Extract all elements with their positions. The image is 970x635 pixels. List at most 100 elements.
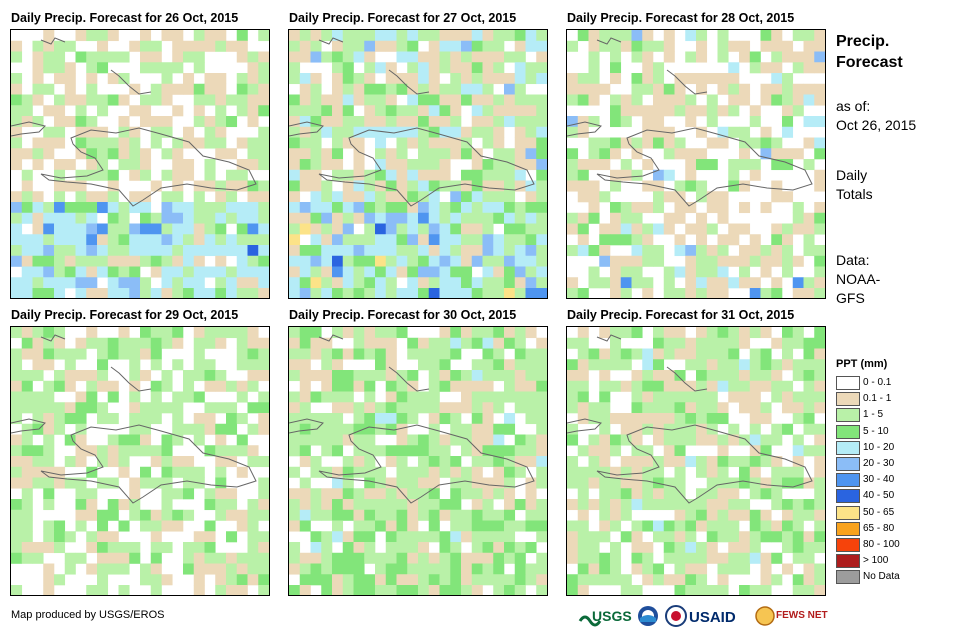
precip-cell <box>32 245 44 257</box>
precip-cell <box>696 348 708 360</box>
precip-cell <box>21 255 33 267</box>
precip-cell <box>226 277 238 289</box>
precip-cell <box>43 413 55 425</box>
precip-cell <box>289 212 301 224</box>
precip-cell <box>514 126 526 138</box>
precip-cell <box>289 116 301 128</box>
precip-cell <box>749 51 761 63</box>
precip-cell <box>236 255 248 267</box>
precip-cell <box>674 509 686 521</box>
precip-cell <box>663 266 675 278</box>
precip-cell <box>97 380 109 392</box>
precip-cell <box>728 255 740 267</box>
precip-cell <box>760 327 772 339</box>
precip-cell <box>536 180 547 192</box>
legend-swatch <box>836 554 860 569</box>
precip-cell <box>140 40 152 52</box>
precip-cell <box>107 434 119 446</box>
precip-cell <box>107 234 119 246</box>
precip-cell <box>150 509 162 521</box>
precip-cell <box>525 223 537 235</box>
precip-cell <box>653 126 665 138</box>
precip-cell <box>321 255 333 267</box>
precip-cell <box>204 552 216 564</box>
precip-cell <box>739 245 751 257</box>
precip-cell <box>696 402 708 414</box>
precip-cell <box>97 574 109 586</box>
precip-cell <box>696 159 708 171</box>
precip-cell <box>599 445 611 457</box>
precip-cell <box>525 266 537 278</box>
precip-cell <box>54 542 66 554</box>
legend-swatch <box>836 570 860 585</box>
precip-cell <box>161 380 173 392</box>
legend-label: 0.1 - 1 <box>863 393 892 405</box>
precip-cell <box>696 73 708 85</box>
precip-cell <box>428 466 440 478</box>
precip-cell <box>75 202 87 214</box>
precip-cell <box>150 83 162 95</box>
legend-swatch <box>836 521 860 536</box>
precip-cell <box>86 212 98 224</box>
precip-cell <box>525 445 537 457</box>
precip-cell <box>418 202 430 214</box>
precip-cell <box>342 277 354 289</box>
precip-cell <box>536 520 547 532</box>
precip-cell <box>183 391 195 403</box>
precip-cell <box>193 191 205 203</box>
precip-cell <box>375 337 387 349</box>
precip-cell <box>610 520 622 532</box>
precip-cell <box>728 223 740 235</box>
precip-cell <box>385 359 397 371</box>
precip-cell <box>86 370 98 382</box>
precip-cell <box>86 202 98 214</box>
precip-cell <box>749 531 761 543</box>
precip-cell <box>577 585 589 595</box>
precip-cell <box>450 191 462 203</box>
precip-cell <box>215 499 227 511</box>
precip-cell <box>21 380 33 392</box>
precip-cell <box>567 126 579 138</box>
precip-cell <box>54 370 66 382</box>
precip-cell <box>129 380 141 392</box>
precip-cell <box>385 380 397 392</box>
precip-cell <box>771 391 783 403</box>
precip-cell <box>140 370 152 382</box>
precip-cell <box>792 509 804 521</box>
precip-cell <box>289 126 301 138</box>
precip-cell <box>739 277 751 289</box>
precip-cell <box>321 223 333 235</box>
precip-cell <box>364 83 376 95</box>
precip-cell <box>289 563 301 575</box>
precip-cell <box>760 445 772 457</box>
precip-cell <box>150 234 162 246</box>
precip-cell <box>588 456 600 468</box>
precip-cell <box>11 148 23 160</box>
precip-cell <box>514 137 526 149</box>
precip-cell <box>620 159 632 171</box>
coastline-path <box>110 69 152 95</box>
precip-cell <box>32 413 44 425</box>
precip-cell <box>428 277 440 289</box>
precip-cell <box>685 434 697 446</box>
precip-cell <box>771 30 783 42</box>
precip-cell <box>717 137 729 149</box>
precip-cell <box>696 223 708 235</box>
precip-cell <box>760 509 772 521</box>
precip-cell <box>75 413 87 425</box>
usgs-logo: USGS <box>578 608 632 627</box>
precip-cell <box>696 423 708 435</box>
precip-cell <box>792 359 804 371</box>
precip-cell <box>204 520 216 532</box>
precip-cell <box>332 574 344 586</box>
precip-cell <box>696 40 708 52</box>
precip-cell <box>385 337 397 349</box>
precip-cell <box>375 488 387 500</box>
precip-cell <box>407 288 419 298</box>
precip-cell <box>64 245 76 257</box>
precip-cell <box>342 499 354 511</box>
precip-cell <box>428 552 440 564</box>
precip-cell <box>450 180 462 192</box>
precip-cell <box>129 255 141 267</box>
precip-cell <box>172 62 184 74</box>
